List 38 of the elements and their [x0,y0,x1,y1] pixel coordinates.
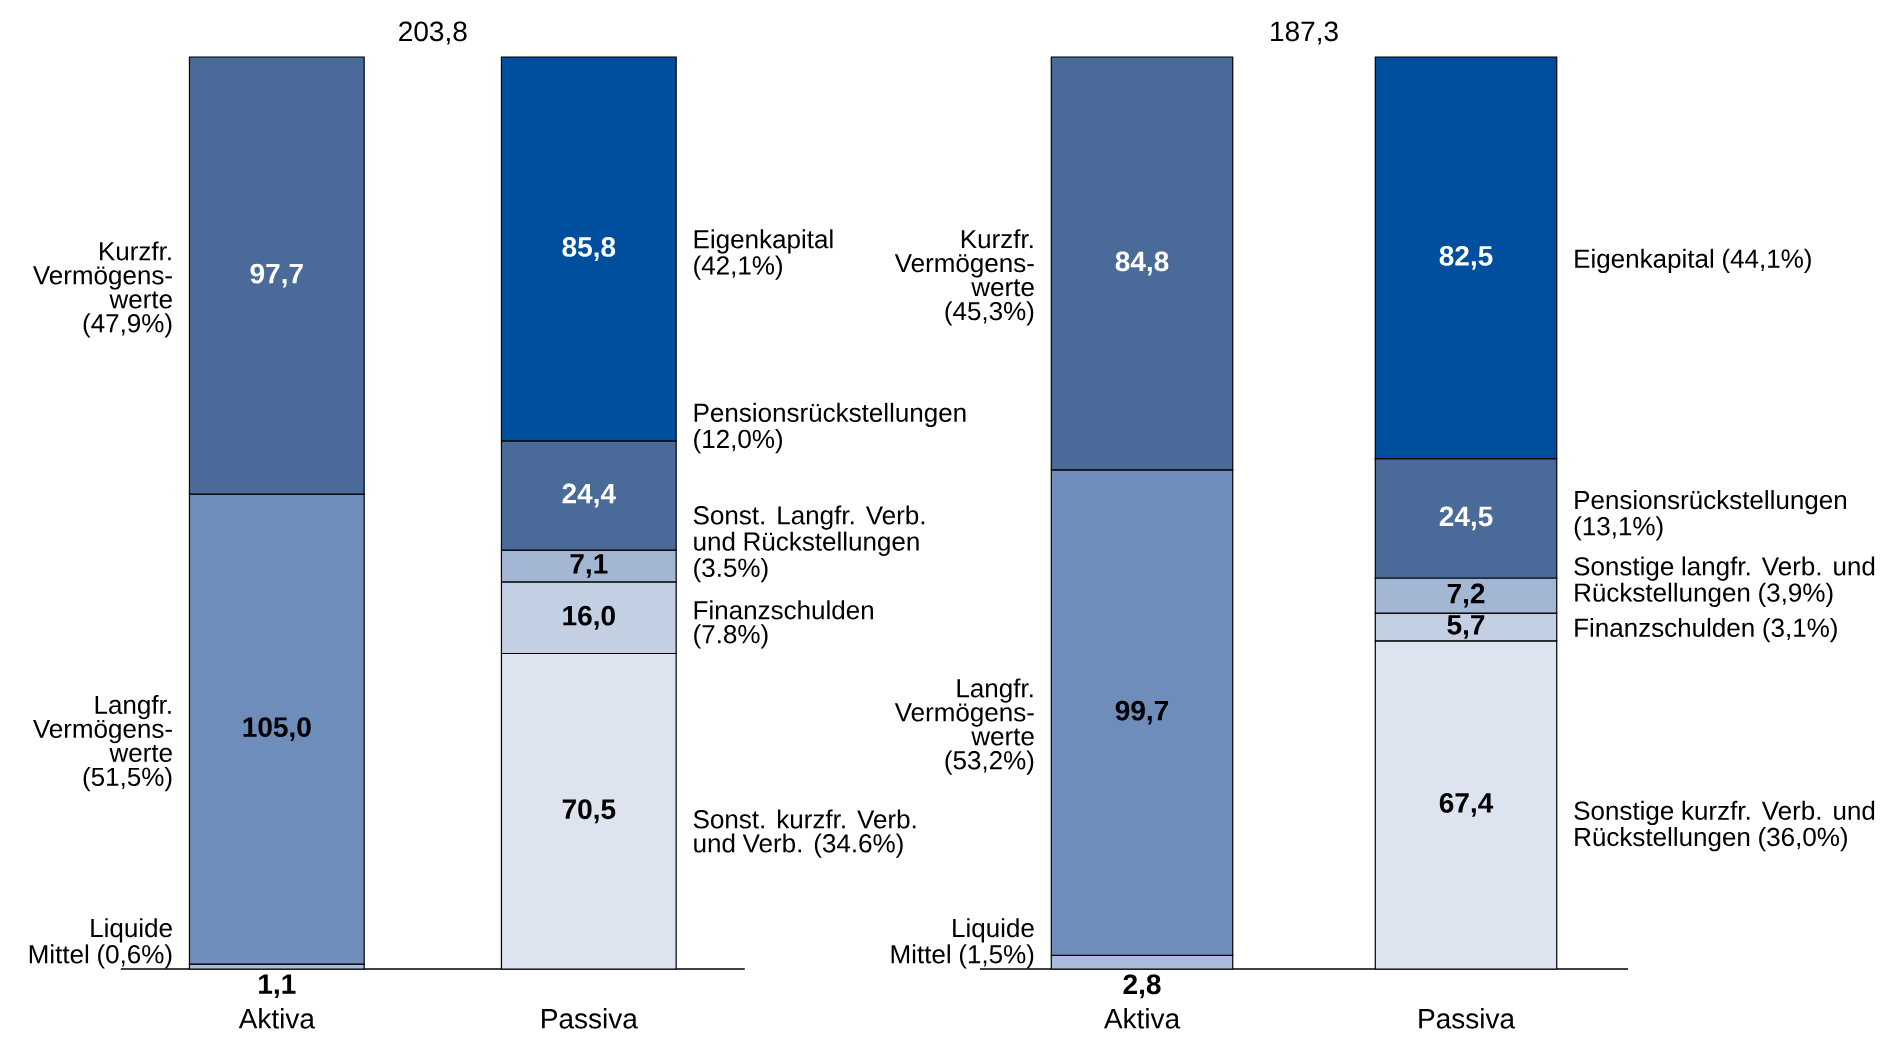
data-label: 24,4 [562,483,616,508]
x-tick-label: Aktiva [238,1008,315,1029]
data-label: 82,5 [1439,245,1493,270]
series-label: Liquide Mittel (1,5%) [891,918,1034,969]
series-label: Eigenkapital (44,1%) [1575,248,1811,274]
data-label: 84,8 [1115,251,1169,276]
data-label: 85,8 [562,237,616,261]
series-label: Sonst. Langfr. Verb. und Rückstellungen (3.5%) [693,505,925,583]
x-tick-label: Passiva [542,1008,638,1029]
x-tick-label: Aktiva [1103,1008,1181,1029]
series-label: Eigenkapital (42,1%) [694,229,833,280]
series-label: Pensionsrückstellungen (12,0%) [694,402,966,454]
data-label: 99,7 [1115,700,1169,725]
text: 187,3 [1271,21,1338,45]
series-label: Kurzfr. Vermögens-werte (47,9%) [32,241,172,338]
data-label: 24,5 [1439,506,1493,531]
data-label: 70,5 [562,799,616,824]
data-label: 5,7 [1447,615,1485,639]
data-label: 67,4 [1439,792,1494,817]
series-label: Liquide Mittel (0,6%) [29,918,172,969]
series-label: Pensionsrückstellungen (13,1%) [1574,490,1847,541]
text: 203,8 [399,21,467,45]
data-label: 105,0 [243,717,311,742]
data-label: 7,1 [570,554,608,578]
series-label: Langfr. Vermögens-werte (51,5%) [32,694,172,792]
x-tick-label: Passiva [1419,1008,1516,1029]
data-label: 16,0 [563,605,615,630]
data-label: 97,7 [250,263,303,288]
series-label: Langfr. Vermögens-werte (53,2%) [894,678,1034,775]
series-label: Sonstige kurzfr. Verb. und Rückstellungen (36,0%) [1574,800,1875,852]
series-label: Finanzschulden (3,1%) [1575,617,1837,643]
series-label: Sonst. kurzfr. Verb. und Verb. (34.6%) [693,809,916,858]
data-label: 7,2 [1447,583,1485,608]
series-label: Finanzschulden (7.8%) [694,600,873,649]
series-label: Sonstige langfr. Verb. und Rückstellungen (3,9%) [1574,556,1875,607]
data-label: 2,8 [1123,974,1161,999]
series-label: Kurzfr. Vermögens-werte (45,3%) [894,229,1034,326]
data-label: 1,1 [259,974,296,998]
